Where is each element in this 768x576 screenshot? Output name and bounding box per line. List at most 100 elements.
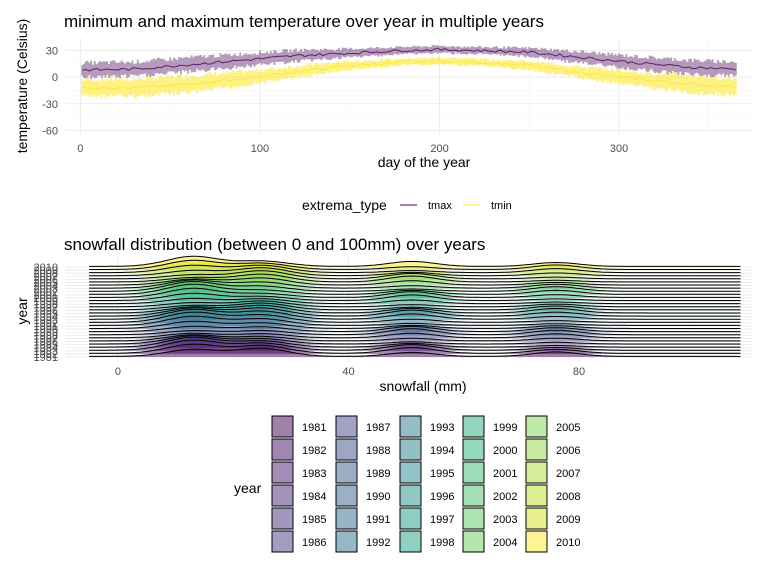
snowfall-y-tick-label: 2001 xyxy=(34,290,58,302)
legend-label-1986: 1986 xyxy=(302,537,326,549)
legend-key-1982 xyxy=(271,438,294,461)
temperature-legend: extrema_type tmax tmin xyxy=(302,197,512,213)
temperature-x-tick-label: 100 xyxy=(251,143,269,155)
snowfall-y-tick-label: 1999 xyxy=(34,296,58,308)
ridge-line-1981 xyxy=(89,347,741,357)
ridge-line-2000 xyxy=(89,287,741,298)
temperature-y-tick-label: 0 xyxy=(52,72,58,84)
legend-key-1997 xyxy=(399,507,422,530)
legend-key-2005 xyxy=(525,415,548,438)
snowfall-y-tick-label: 1991 xyxy=(34,321,58,333)
legend-label-1981: 1981 xyxy=(302,422,326,434)
legend-key-2000 xyxy=(462,438,485,461)
ridge-line-1982 xyxy=(89,343,741,354)
legend-label-2002: 2002 xyxy=(493,491,517,503)
legend-label-1997: 1997 xyxy=(430,514,454,526)
snowfall-y-tick-label: 2010 xyxy=(34,262,58,274)
legend-label-2003: 2003 xyxy=(493,514,517,526)
legend-label-2007: 2007 xyxy=(556,468,580,480)
legend-label-tmax: tmax xyxy=(428,200,452,212)
snowfall-x-axis-title: snowfall (mm) xyxy=(379,378,466,394)
legend-label-2000: 2000 xyxy=(493,445,517,457)
ridge-line-1985 xyxy=(89,335,741,345)
temperature-x-tick-label: 0 xyxy=(77,143,83,155)
snowfall-y-tick-label: 1996 xyxy=(34,305,58,317)
legend-key-1984 xyxy=(271,484,294,507)
legend-key-1986 xyxy=(271,530,294,553)
snowfall-y-tick-label: 1985 xyxy=(34,340,58,352)
legend-label-1996: 1996 xyxy=(430,491,454,503)
snowfall-y-ticks: 1981198219831984198519861987198819891990… xyxy=(34,262,58,364)
snowfall-y-tick-label: 2002 xyxy=(34,287,58,299)
snowfall-y-tick-label: 1984 xyxy=(34,343,58,355)
legend-key-2008 xyxy=(525,484,548,507)
legend-label-1989: 1989 xyxy=(366,468,390,480)
ridge-line-1999 xyxy=(89,292,741,301)
legend-key-2002 xyxy=(462,484,485,507)
snowfall-legend-title: year xyxy=(234,480,262,496)
temperature-y-tick-label: -60 xyxy=(42,125,58,137)
snowfall-y-tick-label: 1986 xyxy=(34,336,58,348)
snowfall-y-tick-label: 1987 xyxy=(34,333,58,345)
legend-label-1984: 1984 xyxy=(302,491,326,503)
legend-key-1988 xyxy=(335,438,358,461)
snowfall-legend: year 19811982198319841985198619871988198… xyxy=(234,415,580,553)
snowfall-y-tick-label: 1989 xyxy=(34,327,58,339)
ridge-line-1996 xyxy=(89,302,741,311)
snowfall-y-tick-label: 1981 xyxy=(34,352,58,364)
temperature-y-ticks: -60 -30 0 30 xyxy=(42,45,58,137)
series-tmin xyxy=(81,56,737,99)
ridge-line-2010 xyxy=(89,255,741,267)
snowfall-x-ticks: 0 40 80 xyxy=(115,366,585,378)
legend-key-1991 xyxy=(335,507,358,530)
legend-key-1983 xyxy=(271,461,294,484)
ridge-line-1989 xyxy=(89,325,741,333)
ridge-line-2007 xyxy=(89,267,741,277)
snowfall-y-tick-label: 1998 xyxy=(34,299,58,311)
legend-label-1983: 1983 xyxy=(302,468,326,480)
temperature-x-tick-label: 200 xyxy=(430,143,448,155)
ridge-line-1987 xyxy=(89,332,741,339)
legend-label-1998: 1998 xyxy=(430,537,454,549)
temperature-y-tick-label: 30 xyxy=(46,45,58,57)
legend-key-2010 xyxy=(525,530,548,553)
snowfall-y-tick-label: 2009 xyxy=(34,265,58,277)
snowfall-y-axis-title: year xyxy=(14,297,30,325)
ridge-line-1992 xyxy=(89,311,741,323)
temperature-x-ticks: 0 100 200 300 xyxy=(77,143,628,155)
legend-label-2008: 2008 xyxy=(556,491,580,503)
series-tmax xyxy=(81,45,737,79)
snowfall-y-tick-label: 2005 xyxy=(34,278,58,290)
snowfall-y-tick-label: 1983 xyxy=(34,346,58,358)
ridge-line-2006 xyxy=(89,270,741,280)
snowfall-chart: snowfall distribution (between 0 and 100… xyxy=(14,235,752,553)
legend-label-1992: 1992 xyxy=(366,537,390,549)
ridge-line-2001 xyxy=(89,283,741,295)
snowfall-y-tick-label: 1997 xyxy=(34,302,58,314)
ridge-line-1994 xyxy=(89,307,741,317)
snowfall-y-tick-label: 1988 xyxy=(34,330,58,342)
ridge-line-1988 xyxy=(89,328,741,336)
snowfall-y-tick-label: 1992 xyxy=(34,318,58,330)
ridge-line-1995 xyxy=(89,304,741,314)
legend-label-1982: 1982 xyxy=(302,445,326,457)
ridge-line-2009 xyxy=(89,259,741,270)
snowfall-x-tick-label: 80 xyxy=(573,366,585,378)
temperature-series-bands xyxy=(81,45,737,99)
snowfall-y-tick-label: 2000 xyxy=(34,293,58,305)
temperature-x-axis-title: day of the year xyxy=(378,154,471,170)
legend-key-1993 xyxy=(399,415,422,438)
legend-key-1981 xyxy=(271,415,294,438)
legend-key-2001 xyxy=(462,461,485,484)
legend-label-1995: 1995 xyxy=(430,468,454,480)
temperature-y-axis-title: temperature (Celsius) xyxy=(14,19,30,154)
legend-key-2004 xyxy=(462,530,485,553)
temperature-x-tick-label: 300 xyxy=(610,143,628,155)
temperature-legend-keys: tmax tmin xyxy=(400,200,512,212)
ridge-line-1983 xyxy=(89,339,741,351)
ridge-line-1993 xyxy=(89,308,741,320)
legend-label-2010: 2010 xyxy=(556,537,580,549)
snowfall-y-tick-label: 1995 xyxy=(34,309,58,321)
snowfall-x-tick-label: 40 xyxy=(342,366,354,378)
